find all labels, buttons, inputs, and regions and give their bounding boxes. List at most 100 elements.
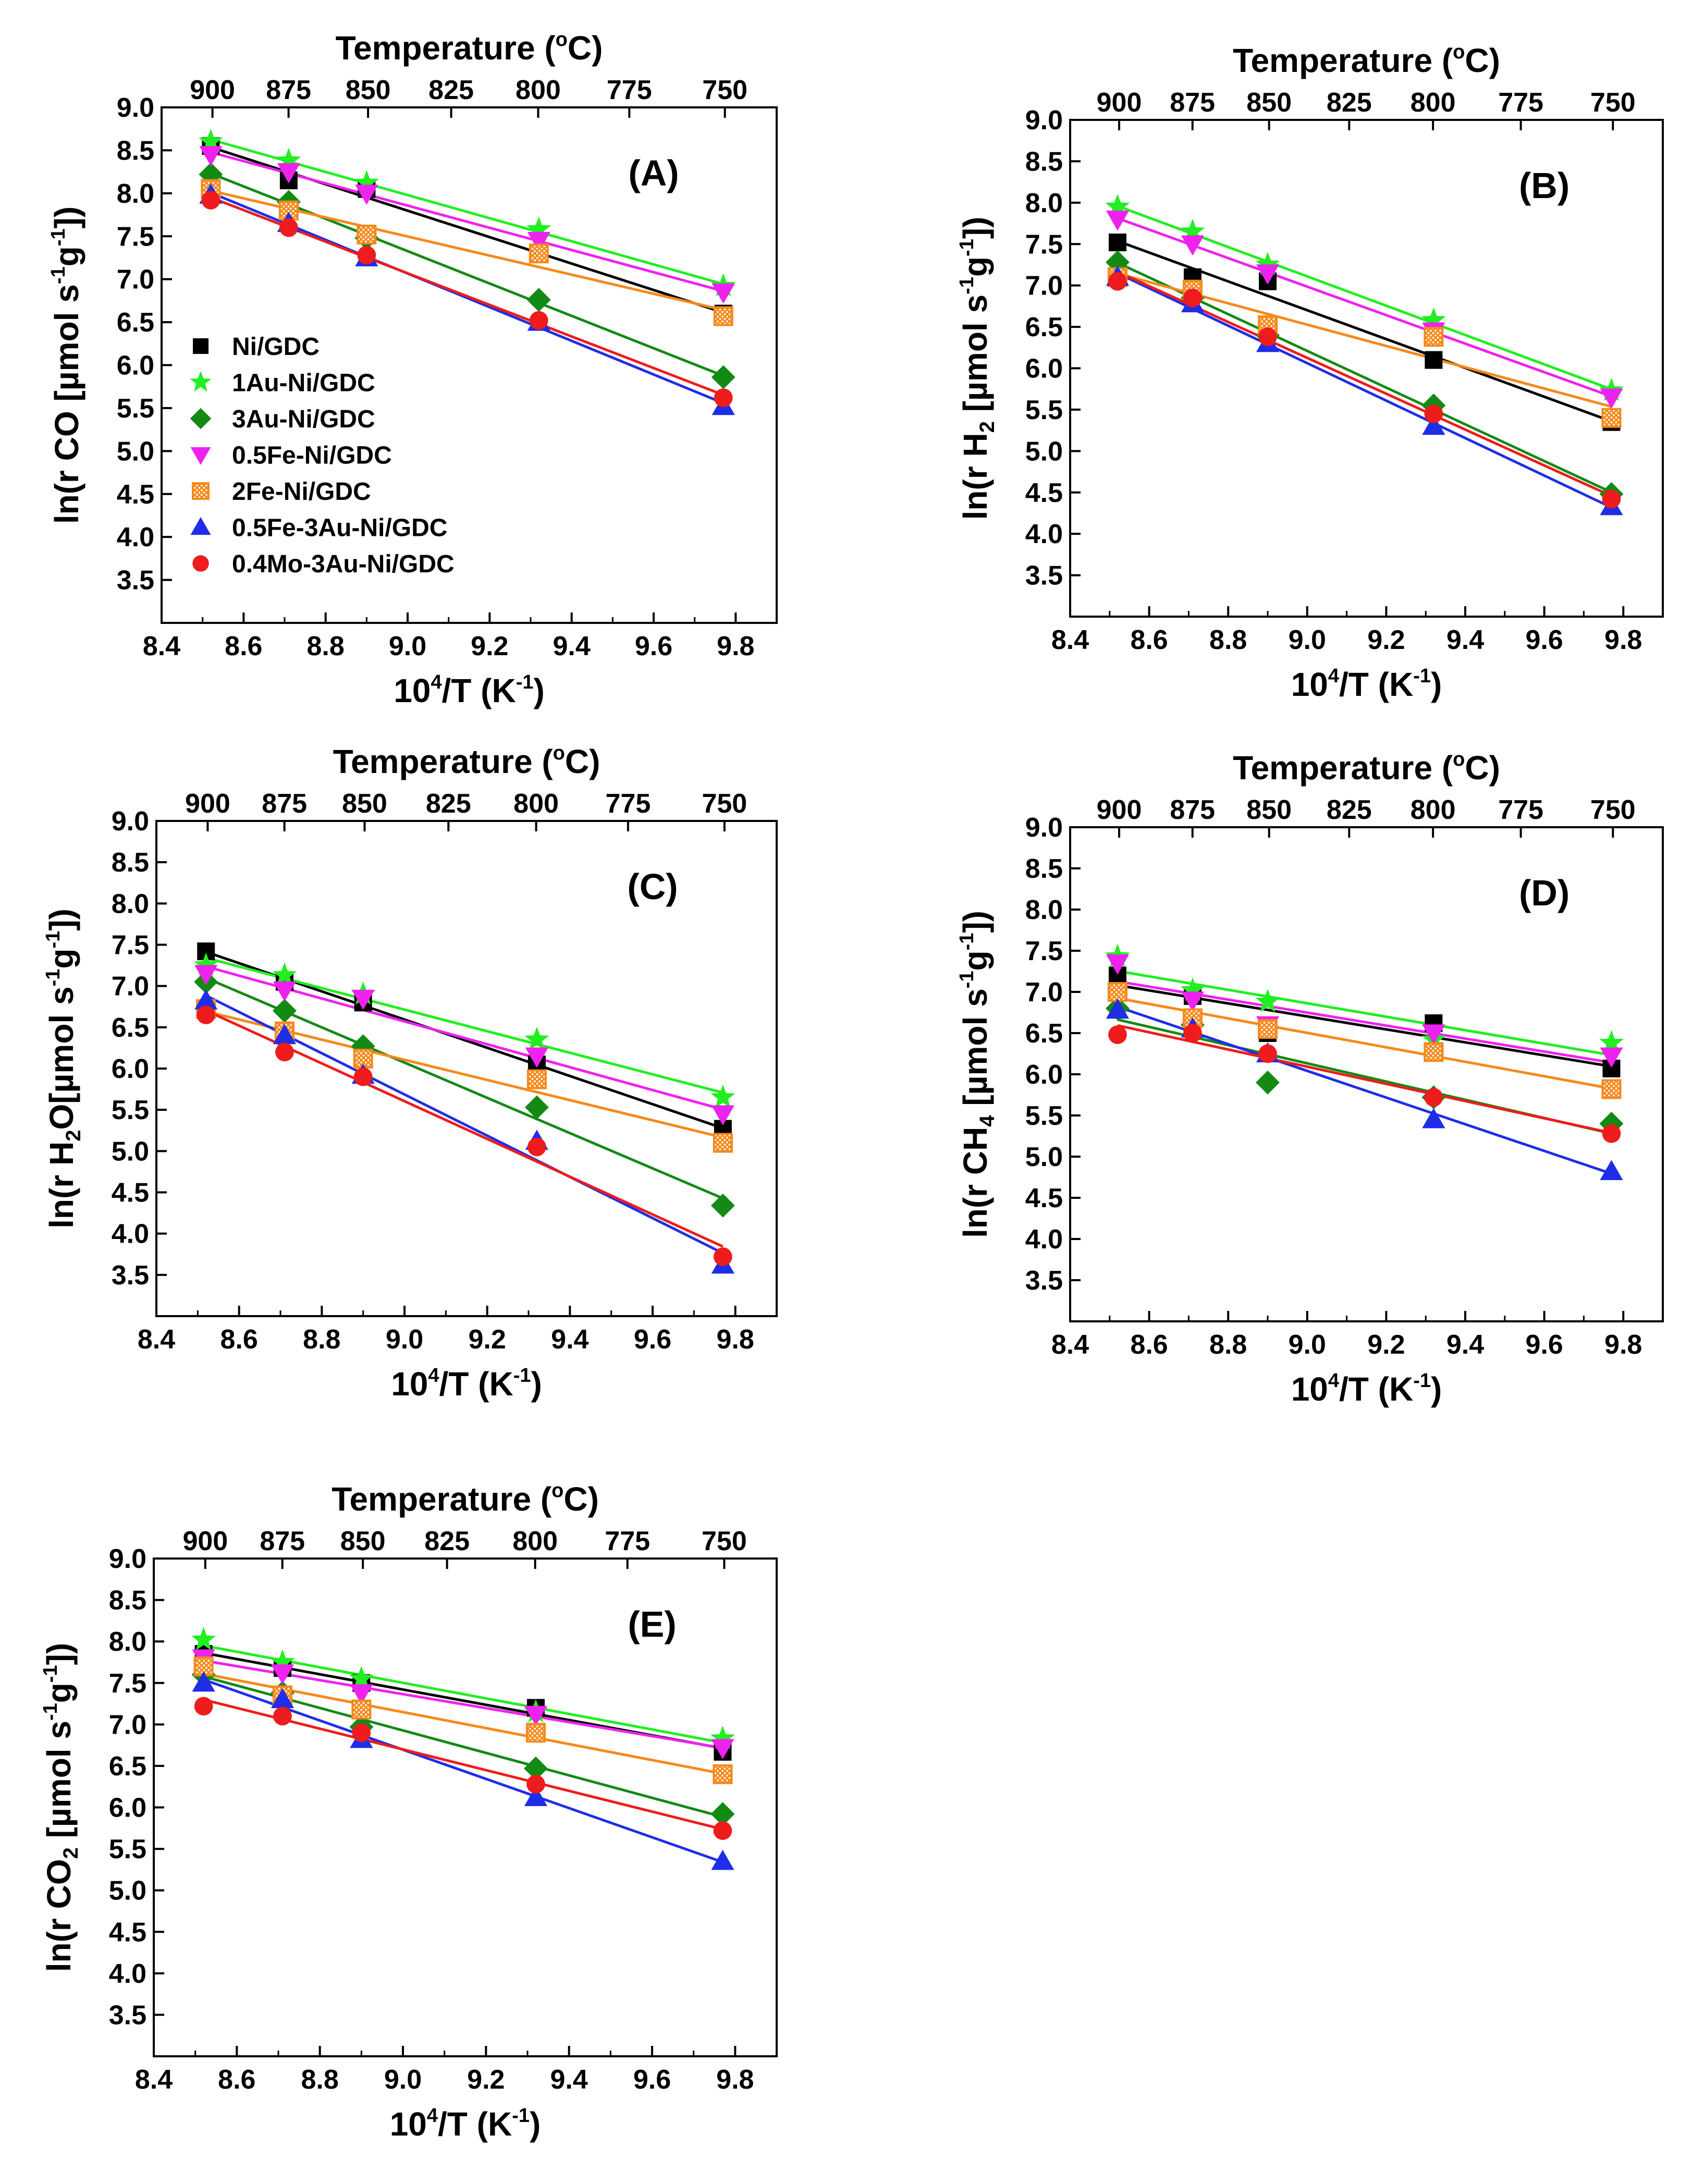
x2-tick-label: 825 <box>1327 88 1372 118</box>
data-point-series-6 <box>1422 414 1445 435</box>
y-tick-label: 7.0 <box>1025 977 1063 1008</box>
plot-frame <box>161 106 778 624</box>
data-point-series-4 <box>273 981 297 1002</box>
y-tick-label: 8.5 <box>1025 146 1063 177</box>
data-point-series-4 <box>711 1739 734 1759</box>
data-point-series-5 <box>1258 1019 1278 1039</box>
data-point-series-7 <box>1108 1025 1127 1045</box>
x-title-text: ) <box>534 672 545 709</box>
legend: Ni/GDC 1Au-Ni/GDC 3Au-Ni/GDC 0.5Fe-Ni/GDC 2F… <box>190 333 455 578</box>
data-point-series-7 <box>1602 1124 1621 1143</box>
x-tick-label: 8.6 <box>225 631 262 661</box>
x2-title-text: C) <box>565 743 600 780</box>
data-point-series-1 <box>1425 351 1443 369</box>
y-tick-label: 9.0 <box>1025 105 1063 136</box>
data-point-series-5 <box>278 200 299 220</box>
chart-panel-a: 8.4 8.6 8.8 9.0 9.2 9.4 9.6 9.8 3.5 4.0 4.5 5.0 5.5 6… <box>47 29 778 709</box>
x2-tick-label: 750 <box>1590 795 1636 825</box>
y-tick-label: 4.5 <box>1025 478 1063 508</box>
data-point-series-4 <box>1256 264 1280 285</box>
x2-title-text: Temperature ( <box>336 29 556 67</box>
x2-title-sup: o <box>1453 41 1465 63</box>
y-tick-label: 5.0 <box>112 1136 149 1167</box>
x2-tick-label: 900 <box>1097 795 1142 825</box>
x2-tick-label: 775 <box>607 75 652 105</box>
x2-tick-label: 850 <box>346 75 391 105</box>
x-tick-label: 9.6 <box>635 631 672 661</box>
y-tick-label: 4.0 <box>117 522 154 553</box>
data-point-series-2 <box>349 1666 374 1689</box>
x-tick-label: 9.6 <box>634 1324 671 1355</box>
x-tick-label: 8.6 <box>1130 625 1168 655</box>
data-point-series-7 <box>1108 272 1127 291</box>
legend-marker <box>192 482 210 500</box>
y-tick-label: 7.0 <box>109 1710 146 1740</box>
x-title-text: /T (K <box>1339 1370 1413 1408</box>
x-tick-label: 8.6 <box>220 1324 258 1355</box>
chart-panel-b: 8.4 8.6 8.8 9.0 9.2 9.4 9.6 9.8 3.5 4.0 4.5 5.0 5.5 6… <box>956 41 1664 703</box>
x-tick-label: 9.6 <box>1525 1330 1563 1360</box>
x-tick-label: 9.2 <box>469 1324 506 1355</box>
x-title-text: 10 <box>394 672 431 709</box>
x2-title-text: Temperature ( <box>333 743 554 780</box>
y-title-sup: -1 <box>956 239 978 256</box>
x-title-text: 10 <box>1291 666 1328 703</box>
data-point-series-7 <box>197 1005 216 1024</box>
data-point-series-3 <box>1106 250 1130 275</box>
x-title-sup: 4 <box>1328 665 1339 687</box>
x-tick-label: 9.2 <box>467 2065 505 2095</box>
x-title-sup: 4 <box>428 1365 439 1387</box>
data-point-series-5 <box>713 1133 733 1153</box>
data-point-series-7 <box>1258 327 1277 346</box>
y-axis-title: ln(r H2O[µmol s-1g-1]) <box>42 909 85 1229</box>
y-tick-label: 6.5 <box>1025 1019 1063 1049</box>
x2-title-text: C) <box>568 29 603 67</box>
data-point-series-2 <box>710 1725 735 1749</box>
data-point-series-2 <box>191 1627 216 1650</box>
x-title-sup: -1 <box>516 671 534 693</box>
y-tick-label: 5.5 <box>109 1834 146 1864</box>
y-tick-label: 3.5 <box>117 566 154 596</box>
data-point-series-2 <box>1180 218 1205 242</box>
legend-label: 0.5Fe-Ni/GDC <box>232 442 392 470</box>
x-tick-label: 8.8 <box>303 1324 340 1355</box>
x-tick-label: 9.4 <box>553 631 591 661</box>
data-point-series-6 <box>524 1786 548 1806</box>
x-tick-label: 8.6 <box>218 2065 255 2095</box>
y-title-text: ]) <box>957 911 994 933</box>
data-point-series-2 <box>199 129 223 152</box>
data-point-series-5 <box>1107 982 1127 1002</box>
data-point-series-7 <box>1424 1088 1443 1107</box>
y-tick-label: 5.5 <box>1025 1101 1063 1131</box>
data-point-series-5 <box>525 1723 546 1743</box>
data-point-series-7 <box>528 1137 546 1157</box>
x2-tick-label: 850 <box>342 789 387 819</box>
y-tick-label: 5.5 <box>117 394 154 424</box>
x-tick-label: 9.6 <box>633 2065 671 2095</box>
y-tick-label: 6.5 <box>109 1751 146 1782</box>
data-point-series-4 <box>355 185 378 205</box>
data-point-series-1 <box>1108 234 1126 252</box>
data-point-series-3 <box>711 365 735 389</box>
x-tick-label: 9.8 <box>717 631 754 661</box>
x2-axis-title: Temperature (oC) <box>333 742 600 780</box>
y-title-text: ln(r CO [µmol s <box>48 284 85 524</box>
legend-marker <box>193 338 209 354</box>
data-point-series-2 <box>354 170 379 193</box>
y-title-text: ln(r CH <box>957 1127 994 1238</box>
fit-line-series-7 <box>1117 1024 1612 1134</box>
x2-tick-label: 900 <box>185 789 230 819</box>
data-point-series-4 <box>277 163 300 183</box>
y-tick-label: 3.5 <box>1025 1266 1063 1296</box>
data-point-series-7 <box>714 388 733 407</box>
data-point-series-4 <box>194 965 218 986</box>
x-title-text: 10 <box>1291 1370 1328 1408</box>
x-title-text: /T (K <box>442 672 516 709</box>
x-tick-label: 9.0 <box>386 1324 423 1355</box>
panel-label: (D) <box>1519 873 1570 913</box>
data-point-series-5 <box>1601 1079 1622 1099</box>
data-point-series-7 <box>1183 288 1202 308</box>
x2-tick-label: 750 <box>702 789 747 819</box>
x2-title-text: Temperature ( <box>332 1480 552 1518</box>
